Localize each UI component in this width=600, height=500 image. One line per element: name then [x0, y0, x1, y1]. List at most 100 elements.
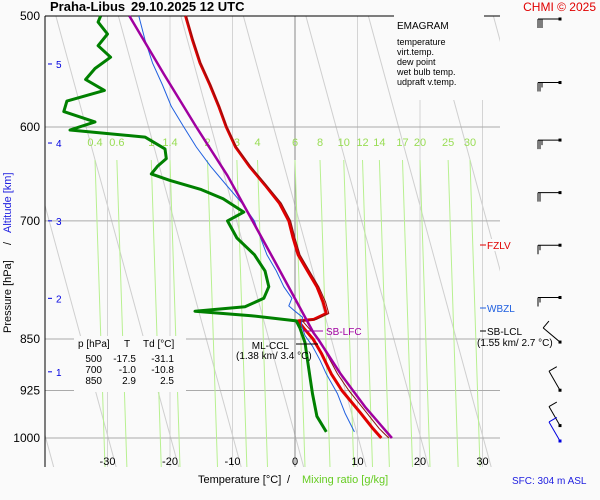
wind-barb-flag [548, 366, 558, 372]
temperature-tick-label: -20 [162, 456, 178, 468]
wind-barb [537, 17, 562, 28]
y-axis-separator: / [2, 241, 14, 245]
sb-lcl-sub: (1.55 km/ 2.7 °C) [477, 338, 553, 349]
mixing-ratio-line [469, 159, 481, 467]
pressure-tick-label: 700 [20, 214, 40, 228]
mixing-ratio-tick-label: 6 [292, 137, 298, 149]
mixing-ratio-tick-label: 1.4 [162, 137, 177, 149]
mixing-ratio-line [257, 159, 268, 467]
table-cell-p: 500 [85, 354, 102, 365]
surface-elevation: SFC: 304 m ASL [512, 476, 587, 487]
temperature-tick-label: -10 [225, 456, 241, 468]
mixing-ratio-tick-label: 14 [373, 137, 385, 149]
altitude-tick-label: 3 [56, 217, 62, 228]
dry-adiabat-line [242, 16, 367, 467]
legend-item-virt-temp: virt.temp. [397, 47, 434, 57]
altitude-tick-label: 4 [56, 139, 62, 150]
mixing-ratio-line [402, 159, 413, 467]
series-virt-temp [185, 15, 390, 439]
mixing-ratio-line [150, 159, 162, 467]
x-axis-label-mixing-ratio: Mixing ratio [g/kg] [302, 474, 388, 486]
x-axis-label: Temperature [°C] [198, 474, 281, 486]
pressure-tick-label: 925 [20, 384, 40, 398]
mixing-ratio-line [419, 159, 431, 467]
dry-adiabat-line [45, 203, 117, 467]
legend-background [394, 15, 484, 100]
sb-lfc-label: SB-LFC [326, 327, 362, 338]
dry-adiabat-line [545, 0, 600, 500]
copyright: CHMI © 2025 [523, 0, 596, 14]
temperature-tick-label: 30 [476, 456, 488, 468]
mixing-ratio-line [447, 159, 459, 467]
wind-barb-flag [542, 320, 550, 329]
mixing-ratio-tick-label: 30 [464, 137, 476, 149]
mixing-ratio-tick-label: 12 [356, 137, 368, 149]
wind-barb-shaft [548, 370, 561, 391]
series-layer [62, 15, 393, 439]
table-cell-t: -17.5 [113, 354, 136, 365]
wind-barb [548, 366, 562, 392]
table-cell-p: 700 [85, 365, 102, 376]
table-cell-td: -31.1 [151, 354, 174, 365]
table-header-t: T [124, 339, 130, 350]
temperature-tick-label: -30 [100, 456, 116, 468]
wind-barb [537, 191, 562, 202]
mixing-ratio-tick-label: 0.6 [109, 137, 124, 149]
table-row: 850 2.9 2.5 [85, 376, 174, 387]
mixing-ratio-line [116, 159, 128, 467]
wind-barbs [537, 17, 562, 443]
wind-barb-shaft [548, 406, 561, 426]
table-header-p: p [hPa] [78, 339, 110, 350]
pressure-tick-label: 500 [20, 9, 40, 23]
ml-ccl-sub: (1.38 km/ 3.4 °C) [236, 351, 312, 362]
altitude-tick-label: 1 [56, 368, 62, 379]
wind-barb [548, 401, 562, 428]
sb-lcl-label: SB-LCL [487, 327, 522, 338]
series-udpraft-v-temp [128, 15, 393, 439]
pressure-tick-label: 1000 [13, 431, 40, 445]
wind-barb [537, 81, 562, 92]
table-row: 500 -17.5 -31.1 [85, 354, 174, 365]
wind-barb [548, 417, 562, 443]
legend-item-updraft: udpraft v.temp. [397, 77, 456, 87]
mixing-ratio-line [94, 159, 106, 467]
wind-barb-shaft [548, 421, 561, 442]
station-title: Praha-Libus [50, 0, 125, 14]
datetime-title: 29.10.2025 12 UTC [131, 0, 245, 14]
legend-item-dew-point: dew point [397, 57, 436, 67]
wind-barb-flag [548, 401, 558, 407]
pressure-tick-label: 600 [20, 120, 40, 134]
wbzl-label: WBZL [487, 304, 515, 315]
mixing-ratio-tick-label: 1 [148, 137, 154, 149]
mixing-ratio-tick-label: 20 [414, 137, 426, 149]
mixing-ratio-tick-label: 25 [442, 137, 454, 149]
mixing-ratio-tick-label: 0.4 [87, 137, 102, 149]
temperature-tick-label: 10 [351, 456, 363, 468]
sounding-table: p [hPa] T Td [°C] 500 -17.5 -31.1 700 -1… [74, 336, 186, 392]
dry-adiabat-line [45, 433, 55, 467]
pressure-tick-label: 850 [20, 332, 40, 346]
y-axis-label-altitude: Altitude [km] [2, 172, 14, 233]
mixing-ratio-tick-label: 4 [254, 137, 260, 149]
y-axis-label: Pressure [hPa] [2, 260, 14, 333]
mixing-ratio-line [378, 159, 390, 467]
y-axis-label-group: Pressure [hPa] / Altitude [km] [2, 172, 14, 333]
legend-item-temperature: temperature [397, 37, 446, 47]
legend-title: EMAGRAM [397, 21, 449, 32]
table-cell-t: 2.9 [122, 376, 136, 387]
mixing-ratio-line [294, 159, 306, 467]
table-cell-td: 2.5 [160, 376, 174, 387]
mixing-ratio-lines: 0.4 0.6 1 1.4 2 3 4 6 8 10 12 14 17 20 25 30 [87, 137, 481, 467]
mixing-ratio-line [343, 159, 355, 467]
mixing-ratio-tick-label: 3 [234, 137, 240, 149]
dry-adiabat-line [117, 16, 242, 467]
mixing-ratio-group [94, 159, 481, 467]
series-wet-bulb-temp [138, 15, 355, 433]
temperature-tick-label: 20 [414, 456, 426, 468]
wind-barb [542, 320, 562, 344]
table-background [74, 336, 186, 392]
table-header-td: Td [°C] [143, 339, 174, 350]
mixing-ratio-tick-label: 8 [317, 137, 323, 149]
